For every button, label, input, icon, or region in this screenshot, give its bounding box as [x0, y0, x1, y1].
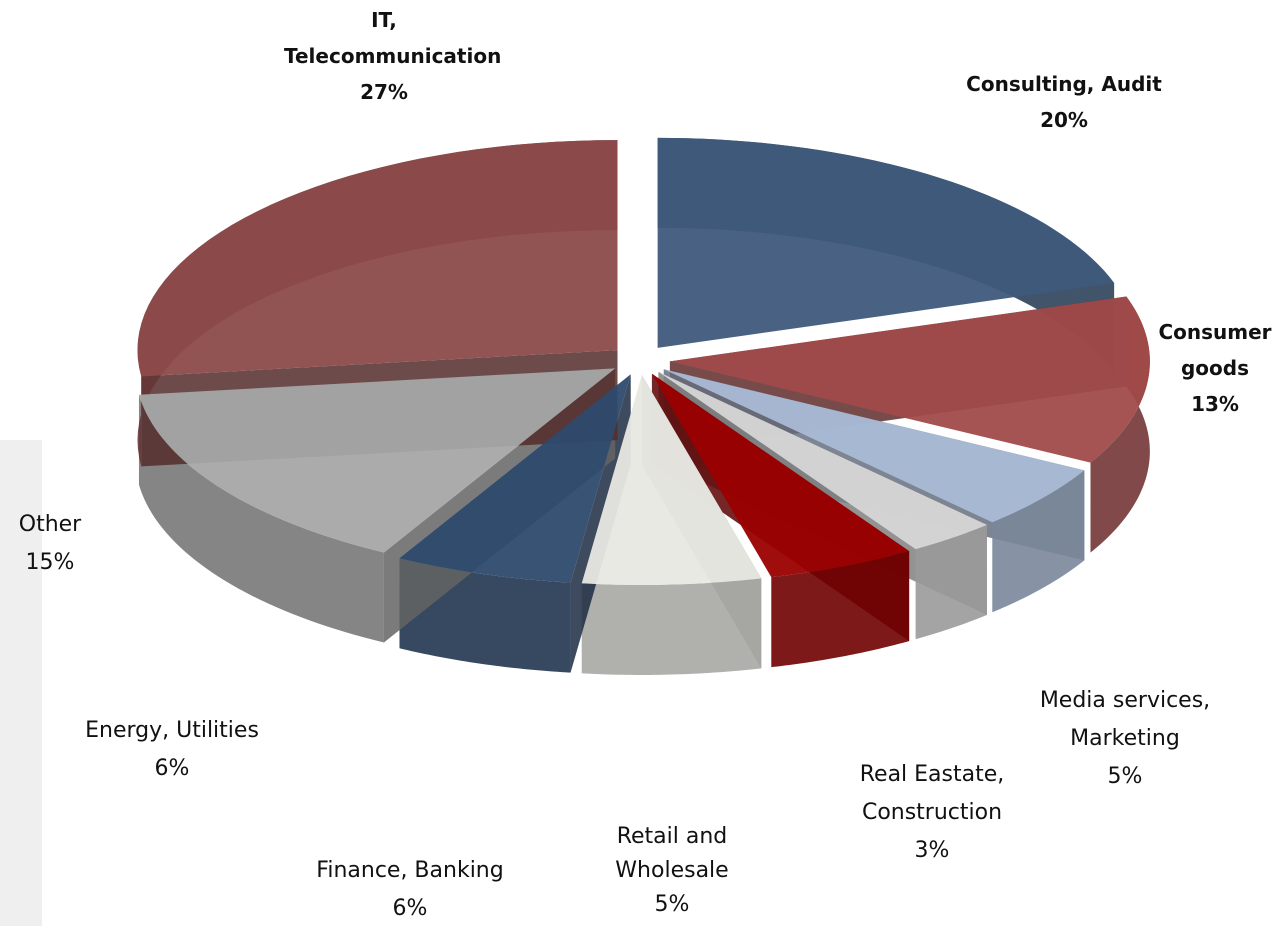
value-label: 3%	[837, 832, 1027, 870]
value-label: 13%	[1150, 386, 1276, 422]
category-name: Media services, Marketing	[1015, 682, 1235, 758]
value-label: 6%	[290, 890, 530, 928]
value-label: 15%	[0, 544, 100, 582]
category-name: Finance, Banking	[290, 852, 530, 890]
category-name: Consumer goods	[1150, 314, 1276, 386]
category-name: Real Eastate, Construction	[837, 756, 1027, 832]
slice-side	[582, 578, 762, 675]
value-label: 20%	[934, 102, 1194, 138]
value-label: 5%	[592, 888, 752, 922]
category-name: IT, Telecommunication	[284, 2, 484, 74]
category-name: Energy, Utilities	[52, 712, 292, 750]
page: Consulting, Audit20% Consumer goods13% Med…	[0, 0, 1276, 926]
category-name: Consulting, Audit	[934, 66, 1194, 102]
category-name: Other	[0, 506, 100, 544]
value-label: 6%	[52, 750, 292, 788]
slice	[137, 140, 617, 376]
value-label: 27%	[284, 74, 484, 110]
value-label: 5%	[1015, 758, 1235, 796]
category-name: Retail and Wholesale	[592, 820, 752, 888]
